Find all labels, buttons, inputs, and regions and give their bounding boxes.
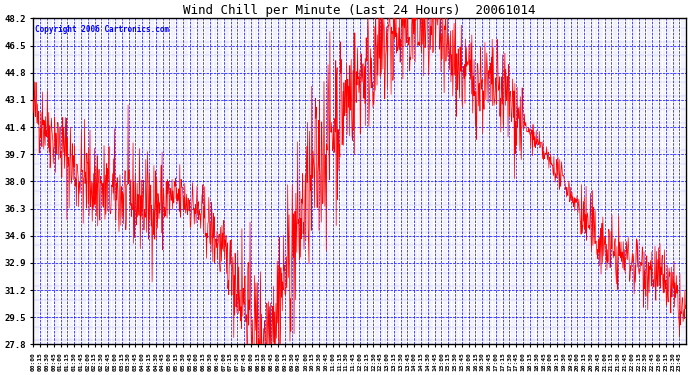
Title: Wind Chill per Minute (Last 24 Hours)  20061014: Wind Chill per Minute (Last 24 Hours) 20… xyxy=(184,4,536,17)
Text: Copyright 2006 Cartronics.com: Copyright 2006 Cartronics.com xyxy=(35,25,169,34)
